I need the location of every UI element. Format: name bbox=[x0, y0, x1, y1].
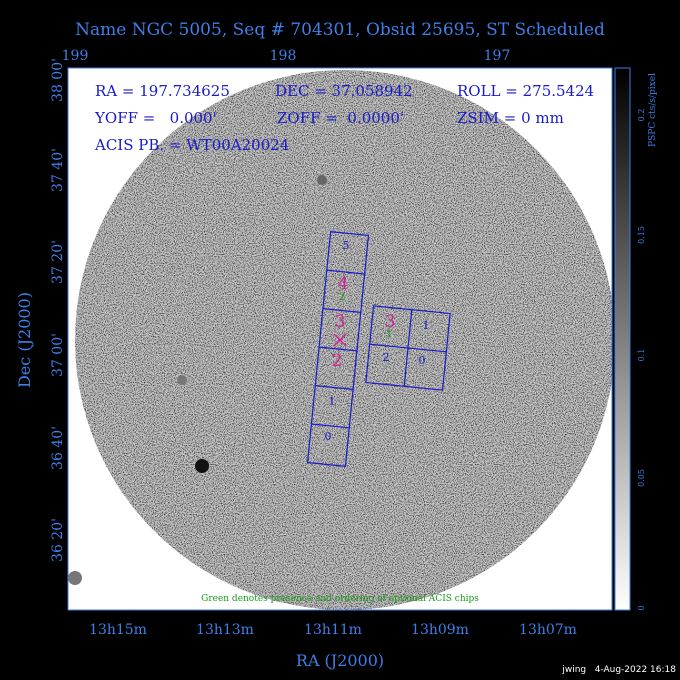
title: Name NGC 5005, Seq # 704301, Obsid 25695… bbox=[75, 20, 605, 40]
optional-order: 2 bbox=[339, 292, 345, 303]
frame bbox=[67, 67, 613, 611]
y-label: Dec (J2000) bbox=[15, 292, 34, 388]
left-tick-label: 37 40' bbox=[50, 148, 66, 192]
chip-edge bbox=[322, 308, 361, 313]
chip-label: 1 bbox=[329, 395, 336, 408]
left-tick-label: 36 20' bbox=[50, 518, 66, 562]
colorbar-tick-label: 0.2 bbox=[637, 109, 646, 122]
top-tick-label: 198 bbox=[270, 48, 297, 64]
colorbar-tick-label: 0 bbox=[637, 605, 646, 610]
info-yoff: YOFF = 0.000' bbox=[94, 109, 217, 127]
chip-label: 0 bbox=[419, 354, 426, 367]
left-tick-label: 36 40' bbox=[50, 426, 66, 470]
noise bbox=[75, 70, 612, 610]
info-zsim: ZSIM = 0 mm bbox=[457, 109, 564, 127]
bottom-tick-label: 13h11m bbox=[304, 622, 362, 638]
chip-label: 3 bbox=[335, 312, 346, 332]
source bbox=[317, 175, 327, 185]
colorbar-label: PSPC cts/s/pixel bbox=[648, 73, 658, 147]
source bbox=[68, 571, 82, 585]
source bbox=[177, 375, 187, 385]
bottom-tick-label: 13h09m bbox=[411, 622, 469, 638]
chip-label: 2 bbox=[332, 351, 343, 371]
chip-label: 0 bbox=[325, 430, 332, 443]
chip-edge bbox=[311, 423, 350, 429]
x-label: RA (J2000) bbox=[296, 651, 384, 670]
left-tick-label: 37 00' bbox=[50, 333, 66, 377]
chip-labels: 5 4 2 3 2 1 0 3 1 1 2 0 bbox=[325, 239, 430, 443]
left-tick-label: 38 00' bbox=[50, 58, 66, 102]
bottom-tick-label: 13h15m bbox=[89, 622, 147, 638]
aimpoint bbox=[333, 333, 347, 347]
left-tick-label: 37 20' bbox=[50, 240, 66, 284]
info-ra: RA = 197.734625 bbox=[95, 82, 230, 100]
chip-edge bbox=[369, 343, 447, 353]
info-acis: ACIS PB. = WT00A20024 bbox=[94, 136, 289, 154]
acis-i-array bbox=[365, 305, 451, 391]
chip-edge bbox=[326, 269, 365, 275]
chip-label: 3 bbox=[385, 312, 396, 332]
info-zoff: ZOFF = 0.0000' bbox=[277, 109, 404, 127]
source bbox=[195, 459, 209, 473]
sky-image bbox=[68, 70, 612, 610]
chip-label: 2 bbox=[383, 351, 390, 364]
note: Green denotes presence and ordering of o… bbox=[201, 594, 479, 604]
info-roll: ROLL = 275.5424 bbox=[457, 82, 594, 100]
chip-label: 1 bbox=[423, 319, 430, 332]
info-dec: DEC = 37.058942 bbox=[275, 82, 413, 100]
chip-edge bbox=[319, 346, 357, 352]
acis-s-array bbox=[306, 231, 370, 467]
bottom-tick-label: 13h13m bbox=[196, 622, 254, 638]
chip-label: 5 bbox=[343, 239, 350, 252]
colorbar bbox=[614, 67, 631, 611]
chip-edge bbox=[315, 385, 354, 390]
footer: jwing 4-Aug-2022 16:18 bbox=[561, 665, 676, 675]
chip-label: 4 bbox=[338, 274, 349, 294]
colorbar-tick-label: 0.05 bbox=[637, 469, 646, 487]
bottom-tick-label: 13h07m bbox=[519, 622, 577, 638]
optional-order: 1 bbox=[386, 329, 392, 340]
colorbar-tick-label: 0.15 bbox=[637, 226, 646, 244]
colorbar-tick-label: 0.1 bbox=[637, 349, 646, 362]
top-tick-label: 199 bbox=[62, 48, 89, 64]
top-tick-label: 197 bbox=[484, 48, 511, 64]
